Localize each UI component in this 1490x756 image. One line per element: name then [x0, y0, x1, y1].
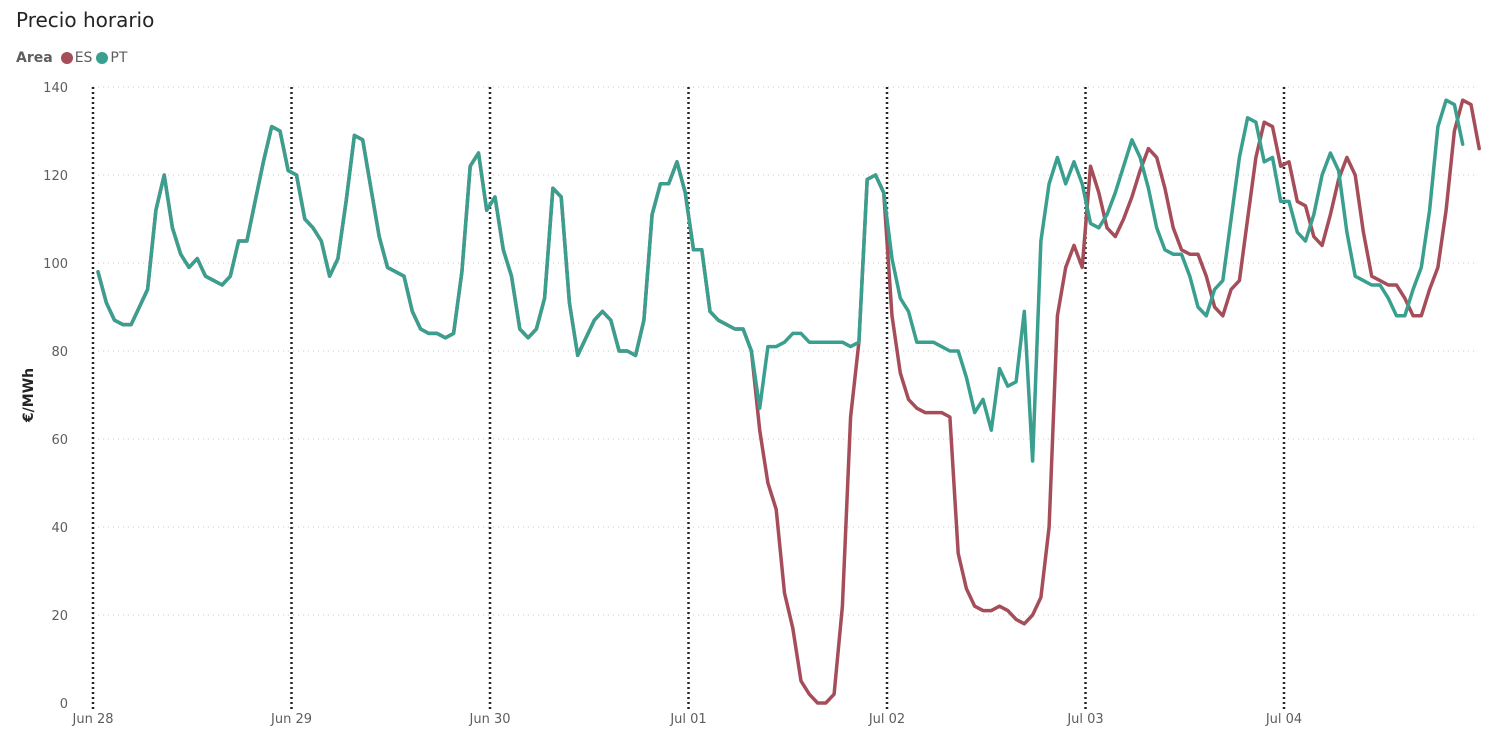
y-tick-label-60: 60 — [51, 433, 68, 448]
legend-marker-pt — [96, 52, 109, 64]
y-tick-label-120: 120 — [43, 169, 68, 184]
y-axis-ticks: 0 20 40 60 80 100 120 140 — [43, 81, 68, 712]
legend-title: Area — [16, 50, 53, 66]
series-lines — [96, 98, 1481, 705]
gridlines — [93, 86, 1478, 616]
y-tick-label-40: 40 — [51, 521, 68, 536]
x-tick-label-1: Jun 29 — [270, 712, 312, 727]
y-tick-label-100: 100 — [43, 257, 68, 272]
x-axis-ticks: Jun 28 Jun 29 Jun 30 Jul 01 Jul 02 Jul 03 Jul … — [72, 712, 1303, 727]
legend: Area ES PT — [16, 47, 131, 69]
y-tick-label-140: 140 — [43, 81, 68, 96]
series-line-es[interactable] — [96, 98, 1481, 705]
legend-marker-es — [60, 52, 73, 64]
day-separators — [91, 87, 1286, 709]
y-tick-label-20: 20 — [51, 609, 68, 624]
y-tick-label-80: 80 — [51, 345, 68, 360]
x-tick-label-0: Jun 28 — [72, 712, 114, 727]
x-tick-label-5: Jul 03 — [1066, 712, 1103, 727]
y-tick-label-0: 0 — [60, 697, 68, 712]
series-line-pt[interactable] — [96, 98, 1465, 463]
legend-item-pt[interactable]: PT — [96, 50, 127, 66]
chart-title: Precio horario — [16, 8, 155, 32]
x-tick-label-4: Jul 02 — [868, 712, 905, 727]
y-axis-title: €/MWh — [21, 368, 37, 423]
x-tick-label-3: Jul 01 — [669, 712, 706, 727]
legend-label-pt: PT — [110, 50, 128, 66]
x-tick-label-2: Jun 30 — [469, 712, 511, 727]
legend-label-es: ES — [74, 50, 93, 66]
x-tick-label-6: Jul 04 — [1265, 712, 1302, 727]
legend-item-es[interactable]: ES — [60, 50, 93, 66]
